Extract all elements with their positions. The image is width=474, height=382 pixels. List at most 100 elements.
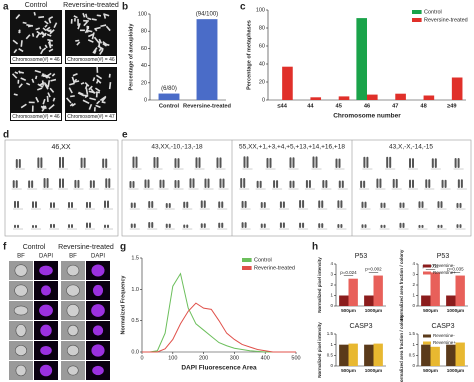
chromosome (99, 95, 107, 102)
chromosome (244, 200, 247, 208)
x-tick-label: 500μm (423, 368, 438, 373)
chart-title: P53 (437, 253, 450, 260)
chromosome (364, 201, 367, 208)
y-tick-label: 40 (259, 61, 265, 67)
chromosome (241, 222, 244, 228)
chromosome (87, 39, 94, 43)
chromosome (399, 202, 402, 208)
chromosome (77, 18, 79, 26)
chromosome (50, 202, 52, 208)
chromosome (259, 180, 262, 188)
column-header: Control (23, 244, 46, 251)
chromosome (69, 82, 75, 86)
bar (339, 344, 349, 366)
cell (13, 305, 29, 316)
column-header: Reversine-treated (63, 2, 119, 9)
nucleus (40, 345, 52, 356)
chromosome (102, 158, 105, 168)
chromosome (69, 102, 74, 107)
chromosome (48, 16, 54, 20)
chromosome (428, 179, 431, 188)
chromosome (243, 178, 246, 188)
y-tick-label: 1.5 (131, 255, 139, 261)
chromosome (35, 27, 41, 31)
chromosome (192, 178, 195, 188)
chromosome (15, 180, 18, 188)
chromosome (200, 200, 203, 208)
x-tick-label: 47 (392, 104, 398, 110)
chromosome (35, 201, 37, 208)
y-axis-label: Percentage of aneuploidy (128, 23, 134, 91)
chromosome (18, 48, 24, 53)
chromosome (325, 180, 328, 188)
chromosome (74, 80, 80, 83)
cell (67, 324, 79, 337)
chromosome (86, 201, 88, 208)
cell (14, 284, 28, 297)
chromosome (107, 200, 109, 208)
chromosome (18, 70, 22, 74)
legend-label: Reversine- (433, 263, 455, 268)
chromosome (42, 98, 46, 105)
x-tick-label: 500μm (341, 368, 356, 373)
chart-title: P53 (355, 253, 368, 260)
chromosome (104, 200, 106, 208)
chromosome (11, 73, 18, 79)
chromosome (386, 156, 389, 168)
chromosome (162, 179, 165, 188)
chromosome (18, 29, 21, 34)
karyotype-caption: 55,XX,+1,+3,+4,+5,+13,+14,+16,+18 (239, 144, 345, 151)
channel-label: DAPI (39, 254, 53, 260)
chromosome (82, 99, 90, 105)
y-tick-label: 2 (330, 282, 333, 287)
bar (348, 343, 358, 366)
chromosome (70, 19, 73, 24)
x-axis-label: DAPI Fluorescence Area (181, 364, 257, 371)
chromosome (380, 202, 383, 208)
chromosome (395, 178, 398, 188)
chromosome (263, 223, 266, 228)
legend-swatch (423, 271, 431, 275)
chromosome (84, 84, 89, 90)
chromosome (93, 107, 96, 112)
caption-box (66, 113, 116, 120)
y-tick-label: 0 (144, 97, 147, 103)
chromosome (219, 157, 222, 168)
x-tick-label: 500μm (341, 308, 356, 313)
channel-label: BF (69, 254, 77, 260)
x-tick-label: 1000μm (365, 368, 382, 373)
chromosome (292, 157, 295, 168)
nucleus (39, 304, 53, 317)
chromosome (92, 77, 96, 82)
bar (196, 19, 218, 100)
chromosome (93, 36, 100, 44)
image-caption: Chromosome(#) = 47 (67, 114, 115, 120)
chromosome (147, 179, 150, 188)
legend-swatch (423, 334, 431, 338)
chromosome (289, 157, 292, 168)
chromosome (77, 92, 85, 97)
chromosome (84, 94, 89, 99)
chromosome (47, 80, 51, 87)
nucleus (40, 285, 52, 296)
chromosome (74, 18, 76, 22)
x-tick-label: 100 (168, 355, 177, 361)
chromosome (321, 200, 324, 208)
chromosome (83, 19, 89, 22)
chromosome (28, 180, 31, 188)
chromosome (32, 224, 34, 228)
chromosome (49, 29, 55, 35)
chromosome (68, 224, 70, 228)
x-tick-label: 48 (420, 104, 426, 110)
chromosome (94, 27, 98, 32)
chromosome (90, 88, 96, 94)
nucleus (92, 325, 104, 336)
bar (338, 96, 350, 100)
karyotype-frame (4, 139, 119, 237)
chromosome (93, 49, 97, 55)
chromosome (165, 223, 168, 228)
chromosome (159, 179, 162, 188)
nucleus (39, 364, 53, 377)
bar (446, 344, 456, 366)
chromosome (454, 158, 457, 168)
